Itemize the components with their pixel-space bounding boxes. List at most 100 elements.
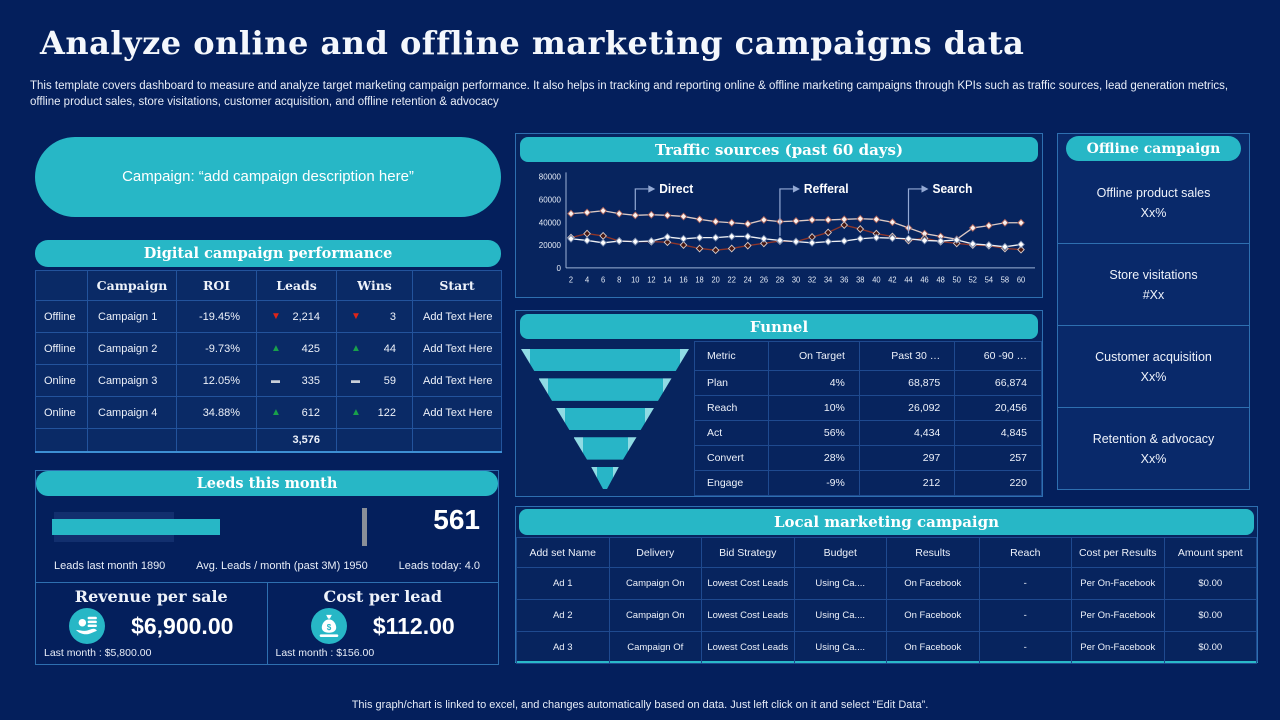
column-header: Reach [978,537,1072,568]
total-leads: 3,576 [256,428,337,452]
offline-metric: Retention & advocacy Xx% [1058,407,1249,489]
footer-note: This graph/chart is linked to excel, and… [351,699,929,711]
table-row: Online Campaign 4 34.88% ▲ 612 ▲ 122 Add T… [35,396,502,429]
local-marketing-campaign-table: Add set Name Delivery Bid Strategy Budge… [516,537,1257,664]
svg-text:28: 28 [776,275,784,284]
column-header: Metric [693,341,770,371]
svg-text:38: 38 [856,275,864,284]
trend-arrow-icon: ▼ [351,310,361,322]
offline-metric: Offline product sales Xx% [1058,162,1249,243]
svg-text:26: 26 [760,275,768,284]
table-total-row: 3,576 [35,428,502,452]
campaign-name: Campaign 4 [87,396,177,429]
funnel-segment [591,467,619,489]
table-row: Plan 4% 68,875 66,874 [693,370,1042,396]
svg-text:54: 54 [985,275,994,284]
channel-type: Online [35,364,88,397]
leads-value: 425 [301,342,320,355]
local-marketing-campaign-header: Local marketing campaign [519,509,1254,535]
revenue-per-sale-card: Revenue per sale $6,900.00 L [36,583,268,664]
svg-text:0: 0 [557,264,562,273]
svg-text:58: 58 [1001,275,1009,284]
kpi-value: $112.00 [372,612,455,639]
svg-text:24: 24 [744,275,753,284]
column-header: Bid Strategy [701,537,795,568]
offline-campaign-panel: Offline campaign Offline product sales Xx… [1057,133,1250,490]
svg-text:2: 2 [569,275,573,284]
svg-text:12: 12 [647,275,655,284]
svg-text:80000: 80000 [539,172,562,181]
campaign-description-box: Campaign: “add campaign description here… [35,137,501,217]
offline-metric: Customer acquisition Xx% [1058,325,1249,407]
trend-arrow-icon: ▼ [271,310,281,322]
column-header: Add set Name [516,537,610,568]
offline-campaign-header: Offline campaign [1066,136,1241,161]
start-placeholder: Add Text Here [412,300,502,333]
svg-text:8: 8 [617,275,621,284]
leads-this-month-panel: Leeds this month 561 Leads last month 18… [35,470,499,665]
bullet-marker [362,508,367,546]
column-header: 60 -90 … [954,341,1042,371]
svg-text:Direct: Direct [659,182,693,196]
page-subtitle: This template covers dashboard to measur… [30,80,1229,109]
svg-text:50: 50 [953,275,961,284]
funnel-segment [539,378,672,400]
channel-type: Offline [35,300,88,333]
svg-text:14: 14 [663,275,672,284]
svg-text:60: 60 [1017,275,1025,284]
svg-text:20: 20 [711,275,719,284]
roi-value: 12.05% [176,364,257,397]
leads-value: 612 [301,406,320,419]
trend-arrow-icon: ▲ [271,406,281,418]
traffic-sources-panel: Traffic sources (past 60 days) 0 20000 400… [515,133,1043,298]
column-header: Start [412,270,502,301]
column-header: On Target [768,341,860,371]
svg-text:40: 40 [872,275,880,284]
column-header: Campaign [87,270,177,301]
channel-type: Offline [35,332,88,365]
svg-text:20000: 20000 [539,241,562,250]
svg-text:16: 16 [679,275,687,284]
trend-arrow-icon: ▲ [271,342,281,354]
table-row: Ad 1 Campaign On Lowest Cost Leads Using Ca… [516,567,1257,600]
table-row: Online Campaign 3 12.05% ▬ 335 ▬ 59 Add Te… [35,364,502,397]
svg-text:34: 34 [824,275,833,284]
column-header [35,270,88,301]
svg-text:10: 10 [631,275,639,284]
leads-current-value: 561 [433,504,480,535]
metric-value: Xx% [1140,369,1167,384]
table-header-row: Campaign ROI Leads Wins Start [35,270,502,301]
column-header: Results [886,537,980,568]
traffic-sources-header: Traffic sources (past 60 days) [520,137,1038,162]
table-header-row: Add set Name Delivery Bid Strategy Budge… [516,537,1257,568]
trend-arrow-icon: ▬ [351,375,360,385]
metric-value: Xx% [1140,205,1167,220]
table-row: Reach 10% 26,092 20,456 [693,395,1042,421]
local-marketing-campaign-panel: Local marketing campaign Add set Name De… [515,506,1258,664]
table-header-row: Metric On Target Past 30 … 60 -90 … [693,341,1042,371]
svg-text:36: 36 [840,275,848,284]
leads-last-month-label: Leads last month 1890 [54,560,166,572]
svg-text:42: 42 [888,275,896,284]
svg-text:18: 18 [695,275,703,284]
leads-bullet-chart: 561 Leads last month 1890 Avg. Leads / m… [36,496,498,584]
trend-arrow-icon: ▬ [271,375,280,385]
digital-campaign-performance-header: Digital campaign performance [35,240,501,267]
funnel-segment [574,437,637,459]
funnel-table: Metric On Target Past 30 … 60 -90 … Plan… [693,341,1042,496]
svg-text:32: 32 [808,275,816,284]
column-header: Wins [336,270,413,301]
channel-type: Online [35,396,88,429]
campaign-name: Campaign 2 [87,332,177,365]
wins-value: 122 [377,406,396,419]
page-title: Analyze online and offline marketing cam… [40,24,1025,62]
column-header: Leads [256,270,337,301]
column-header: Amount spent [1163,537,1257,568]
table-row: Ad 2 Campaign On Lowest Cost Leads Using Ca… [516,599,1257,632]
table-row: Offline Campaign 1 -19.45% ▼ 2,214 ▼ 3 Add… [35,300,502,333]
table-row: Offline Campaign 2 -9.73% ▲ 425 ▲ 44 Add T… [35,332,502,365]
leads-average-label: Avg. Leads / month (past 3M) 1950 [196,560,368,572]
column-header: Past 30 … [858,341,956,371]
cost-per-lead-card: Cost per lead $ $112.00 Last month : $15… [268,583,499,664]
svg-text:44: 44 [904,275,913,284]
